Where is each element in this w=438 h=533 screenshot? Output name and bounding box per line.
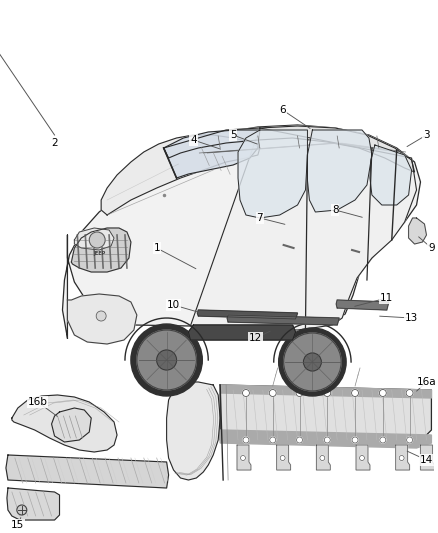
Polygon shape — [188, 325, 296, 340]
Text: 1: 1 — [153, 243, 160, 253]
Text: 11: 11 — [380, 293, 393, 303]
Polygon shape — [67, 294, 137, 344]
Polygon shape — [277, 445, 290, 470]
Circle shape — [324, 390, 331, 397]
Polygon shape — [370, 145, 412, 205]
Text: 13: 13 — [405, 313, 418, 323]
Text: 14: 14 — [420, 455, 433, 465]
Circle shape — [137, 330, 196, 390]
Polygon shape — [191, 128, 417, 330]
Text: 8: 8 — [332, 205, 339, 215]
Circle shape — [399, 456, 404, 461]
Polygon shape — [74, 228, 114, 250]
Polygon shape — [409, 218, 427, 244]
Circle shape — [157, 350, 177, 370]
Circle shape — [424, 456, 429, 461]
Polygon shape — [101, 135, 260, 215]
Circle shape — [406, 437, 413, 443]
Polygon shape — [52, 408, 91, 442]
Circle shape — [324, 437, 330, 443]
Circle shape — [297, 437, 303, 443]
Circle shape — [240, 456, 245, 461]
Polygon shape — [6, 455, 169, 488]
Polygon shape — [356, 445, 370, 470]
Circle shape — [284, 333, 341, 391]
Text: JEEP: JEEP — [93, 251, 105, 255]
Circle shape — [304, 353, 321, 371]
Circle shape — [352, 390, 359, 397]
Polygon shape — [336, 300, 389, 310]
Circle shape — [379, 390, 386, 397]
Circle shape — [280, 456, 285, 461]
Polygon shape — [227, 315, 339, 325]
Text: 15: 15 — [11, 520, 25, 530]
Polygon shape — [166, 382, 220, 480]
Text: 16a: 16a — [417, 377, 436, 387]
Text: 5: 5 — [230, 130, 237, 140]
Polygon shape — [220, 385, 431, 398]
Circle shape — [352, 437, 358, 443]
Circle shape — [406, 390, 413, 397]
Text: 4: 4 — [190, 135, 197, 145]
Text: 10: 10 — [167, 300, 180, 310]
Circle shape — [269, 390, 276, 397]
Circle shape — [243, 437, 249, 443]
Circle shape — [320, 456, 325, 461]
Text: 16b: 16b — [28, 397, 48, 407]
Circle shape — [243, 390, 249, 397]
Circle shape — [96, 311, 106, 321]
Polygon shape — [237, 445, 251, 470]
Circle shape — [131, 324, 202, 396]
Polygon shape — [220, 430, 431, 448]
Polygon shape — [316, 445, 330, 470]
Polygon shape — [396, 445, 410, 470]
Circle shape — [89, 232, 105, 248]
Circle shape — [380, 437, 386, 443]
Polygon shape — [238, 130, 307, 218]
Polygon shape — [198, 310, 297, 319]
Text: 9: 9 — [428, 243, 435, 253]
Polygon shape — [71, 228, 131, 272]
Polygon shape — [164, 126, 414, 172]
Polygon shape — [12, 395, 117, 452]
Circle shape — [17, 505, 27, 515]
Text: 3: 3 — [423, 130, 430, 140]
Polygon shape — [7, 488, 60, 520]
Text: 2: 2 — [51, 138, 58, 148]
Text: 6: 6 — [279, 105, 286, 115]
Text: 7: 7 — [257, 213, 263, 223]
Circle shape — [270, 437, 276, 443]
Text: 12: 12 — [249, 333, 262, 343]
Circle shape — [360, 456, 364, 461]
Polygon shape — [164, 130, 260, 178]
Polygon shape — [420, 445, 434, 470]
Polygon shape — [220, 385, 431, 445]
Circle shape — [296, 390, 303, 397]
Polygon shape — [307, 130, 372, 212]
Polygon shape — [63, 125, 420, 338]
Circle shape — [279, 328, 346, 396]
